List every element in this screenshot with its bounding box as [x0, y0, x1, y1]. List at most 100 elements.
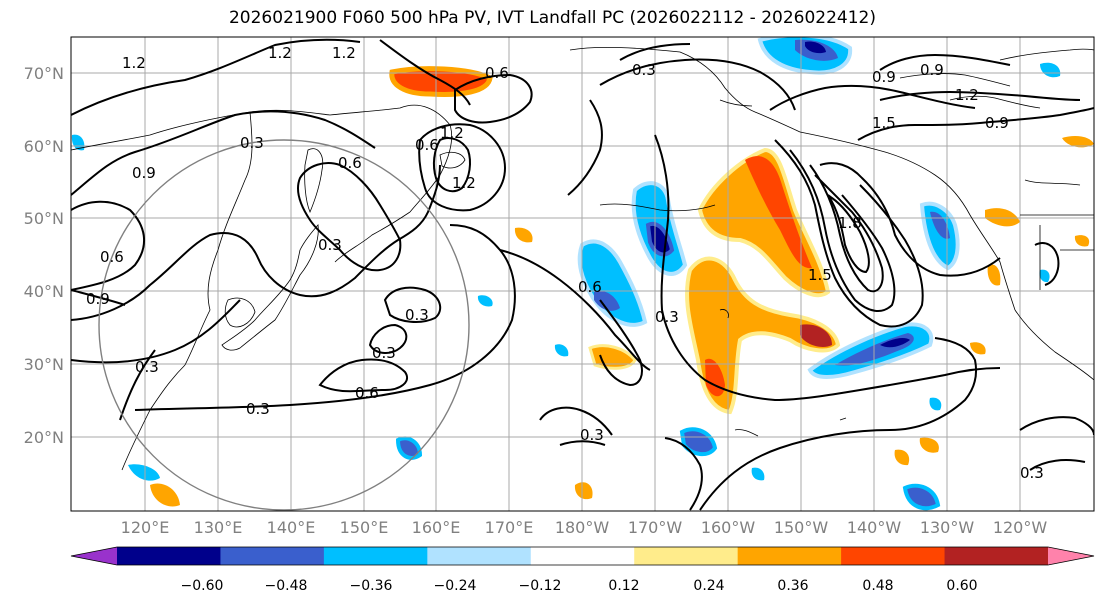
- contour-labels: 1.2 1.2 1.2 0.3 0.6 0.3 0.9 0.6 0.9 0.3 …: [86, 44, 1044, 482]
- lat-label: 30°N: [24, 355, 64, 374]
- colorbar-segment: [944, 547, 1049, 565]
- contour-label: 0.6: [485, 64, 509, 82]
- colorbar-tick-label: −0.24: [434, 578, 477, 594]
- positive-anomaly-blob: [574, 482, 593, 500]
- contour-label: 0.3: [580, 426, 604, 444]
- colorbar-tick-label: 0.36: [777, 578, 808, 594]
- latitude-labels: 70°N 60°N 50°N 40°N 30°N 20°N: [24, 64, 64, 447]
- contour-label: 1.2: [332, 44, 356, 62]
- negative-anomaly-blob: [554, 344, 569, 357]
- colorbar-segment: [323, 547, 428, 565]
- contour-label: 0.3: [372, 344, 396, 362]
- lon-label: 170°W: [628, 518, 683, 537]
- positive-anomaly-blob: [1062, 136, 1094, 148]
- negative-anomaly-blob: [1039, 269, 1050, 283]
- lon-label: 120°E: [121, 518, 170, 537]
- colorbar-segment: [634, 547, 739, 565]
- negative-anomaly-core: [930, 211, 950, 239]
- contour-label: 0.3: [632, 61, 656, 79]
- colorbar-segment: [841, 547, 946, 565]
- coastlines: [71, 46, 1094, 471]
- negative-anomaly-blob: [751, 467, 765, 481]
- lon-label: 180°W: [555, 518, 610, 537]
- contour-label: 0.3: [405, 306, 429, 324]
- colorbar-segment: [530, 547, 635, 565]
- contour-label: 0.6: [355, 384, 379, 402]
- contour-label: 0.6: [578, 278, 602, 296]
- lat-label: 20°N: [24, 428, 64, 447]
- colorbar-tick-label: 0.60: [946, 578, 977, 594]
- contour-label: 0.3: [1020, 464, 1044, 482]
- positive-anomaly-blob: [970, 342, 986, 355]
- colorbar-extend-high: [1048, 547, 1094, 565]
- contour-label: 0.9: [985, 114, 1009, 132]
- contour-label: 0.9: [132, 164, 156, 182]
- colorbar-tick-label: 0.24: [693, 578, 724, 594]
- positive-anomaly-blob: [985, 208, 1020, 227]
- colorbar-extend-low: [71, 547, 117, 565]
- positive-anomaly-blob: [685, 256, 841, 415]
- colorbar-segment: [220, 547, 325, 565]
- lat-label: 70°N: [24, 64, 64, 83]
- colorbar-tick-label: −0.48: [265, 578, 308, 594]
- positive-anomaly-core: [745, 156, 812, 269]
- contour-label: 1.2: [955, 86, 979, 104]
- lon-label: 160°W: [701, 518, 756, 537]
- colorbar-tick-label: −0.36: [350, 578, 393, 594]
- negative-anomaly-blob: [128, 464, 160, 481]
- lon-label: 150°E: [340, 518, 389, 537]
- negative-anomaly-blob: [577, 239, 648, 327]
- colorbar-outline: [70, 546, 1095, 566]
- lon-label: 130°E: [194, 518, 243, 537]
- lon-label: 150°W: [774, 518, 829, 537]
- colorbar-segment: [117, 547, 221, 565]
- positive-anomaly-blob: [1074, 235, 1090, 247]
- pv-contours: [71, 38, 1094, 511]
- colorbar-tick-labels: −0.60 −0.48 −0.36 −0.24 −0.12 0.12 0.24 …: [181, 578, 978, 594]
- positive-anomaly-blob: [894, 449, 910, 466]
- colorbar-tick-label: −0.12: [519, 578, 562, 594]
- positive-anomaly-blob: [514, 227, 533, 243]
- positive-anomaly-blob: [987, 264, 1001, 286]
- radius-circle: [98, 139, 470, 511]
- contour-label: 1.2: [268, 44, 292, 62]
- colorbar: −0.60 −0.48 −0.36 −0.24 −0.12 0.12 0.24 …: [70, 546, 1095, 594]
- positive-anomaly-blob: [919, 437, 939, 453]
- negative-anomaly-core: [594, 290, 620, 311]
- lon-label: 160°E: [412, 518, 461, 537]
- contour-label: 0.6: [415, 136, 439, 154]
- contour-label: 0.9: [872, 68, 896, 86]
- positive-anomaly-core: [800, 324, 832, 347]
- contour-label: 0.3: [655, 308, 679, 326]
- contour-label: 1.2: [440, 124, 464, 142]
- lat-label: 60°N: [24, 137, 64, 156]
- contour-label: 0.3: [246, 400, 270, 418]
- contour-label: 1.5: [808, 266, 832, 284]
- contour-label: 0.3: [240, 134, 264, 152]
- colorbar-tick-label: −0.60: [181, 578, 224, 594]
- negative-anomaly-core: [805, 41, 826, 54]
- colorbar-tick-label: 0.12: [608, 578, 639, 594]
- lon-label: 120°W: [993, 518, 1048, 537]
- lon-label: 140°W: [847, 518, 902, 537]
- colorbar-segments: [70, 546, 1095, 566]
- colorbar-segment: [427, 547, 532, 565]
- lon-label: 140°E: [267, 518, 316, 537]
- map-frame: [70, 36, 1095, 512]
- lat-label: 50°N: [24, 209, 64, 228]
- contour-label: 1.2: [122, 54, 146, 72]
- gridlines: [71, 37, 1094, 511]
- contour-label: 0.6: [100, 248, 124, 266]
- negative-anomaly-blob: [1040, 62, 1061, 78]
- contour-label: 1.8: [838, 214, 862, 232]
- longitude-labels: 120°E 130°E 140°E 150°E 160°E 170°E 180°…: [121, 518, 1048, 537]
- contour-label: 0.9: [86, 290, 110, 308]
- negative-anomaly-core: [880, 337, 910, 348]
- lat-label: 40°N: [24, 282, 64, 301]
- negative-anomaly-blob: [902, 483, 941, 511]
- colorbar-tick-label: 0.48: [862, 578, 893, 594]
- positive-anomaly-blob: [588, 344, 637, 370]
- lon-label: 170°E: [485, 518, 534, 537]
- negative-anomaly-blob: [929, 397, 942, 411]
